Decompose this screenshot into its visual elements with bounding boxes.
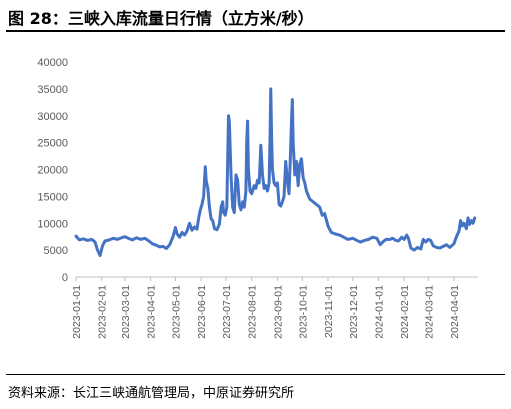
y-tick-label: 25000 bbox=[37, 138, 68, 150]
plot-area bbox=[74, 87, 477, 257]
x-tick-label: 2024-02-01 bbox=[399, 285, 411, 339]
y-tick-label: 10000 bbox=[37, 218, 68, 230]
x-axis: 2023-01-01 2023-02-01 2023-03-01 2023-04-01… bbox=[71, 276, 478, 339]
x-tick-label: 2023-02-01 bbox=[97, 285, 109, 339]
x-tick-label: 2023-09-01 bbox=[272, 285, 284, 339]
y-tick-label: 35000 bbox=[37, 84, 68, 96]
figure-header: 图 28：三峡入库流量日行情（立方米/秒） bbox=[0, 0, 511, 34]
x-tick-label: 2023-01-01 bbox=[71, 285, 83, 339]
flow-line-chart: 0 5000 10000 15000 20000 25000 30000 35000 40000… bbox=[37, 57, 478, 339]
figure-title: 图 28：三峡入库流量日行情（立方米/秒） bbox=[8, 9, 314, 28]
x-tick-label: 2024-01-01 bbox=[374, 285, 386, 339]
x-tick-label: 2023-06-01 bbox=[196, 285, 208, 339]
x-tick-label: 2023-11-01 bbox=[323, 285, 335, 338]
y-tick-label: 15000 bbox=[37, 191, 68, 203]
y-tick-label: 5000 bbox=[44, 245, 68, 257]
y-tick-label: 20000 bbox=[37, 165, 68, 177]
x-tick-label: 2023-05-01 bbox=[170, 285, 182, 339]
x-tick-label: 2023-10-01 bbox=[297, 285, 309, 339]
source-note: 资料来源：长江三峡通航管理局，中原证券研究所 bbox=[8, 386, 295, 401]
y-tick-label: 40000 bbox=[37, 57, 68, 69]
y-tick-label: 30000 bbox=[37, 111, 68, 123]
flow-series-line bbox=[74, 87, 477, 257]
top-rule bbox=[6, 30, 505, 32]
x-tick-label: 2023-03-01 bbox=[120, 285, 132, 339]
x-tick-label: 2024-03-01 bbox=[423, 285, 435, 339]
x-tick-label: 2023-08-01 bbox=[247, 285, 259, 339]
y-tick-label: 0 bbox=[62, 272, 68, 284]
x-tick-label: 2024-04-01 bbox=[449, 285, 461, 339]
x-tick-label: 2023-04-01 bbox=[146, 285, 158, 339]
x-tick-label: 2023-07-01 bbox=[221, 285, 233, 339]
bottom-rule bbox=[6, 374, 505, 375]
y-axis: 0 5000 10000 15000 20000 25000 30000 35000 40000 bbox=[37, 57, 68, 284]
x-tick-label: 2023-12-01 bbox=[348, 285, 360, 339]
